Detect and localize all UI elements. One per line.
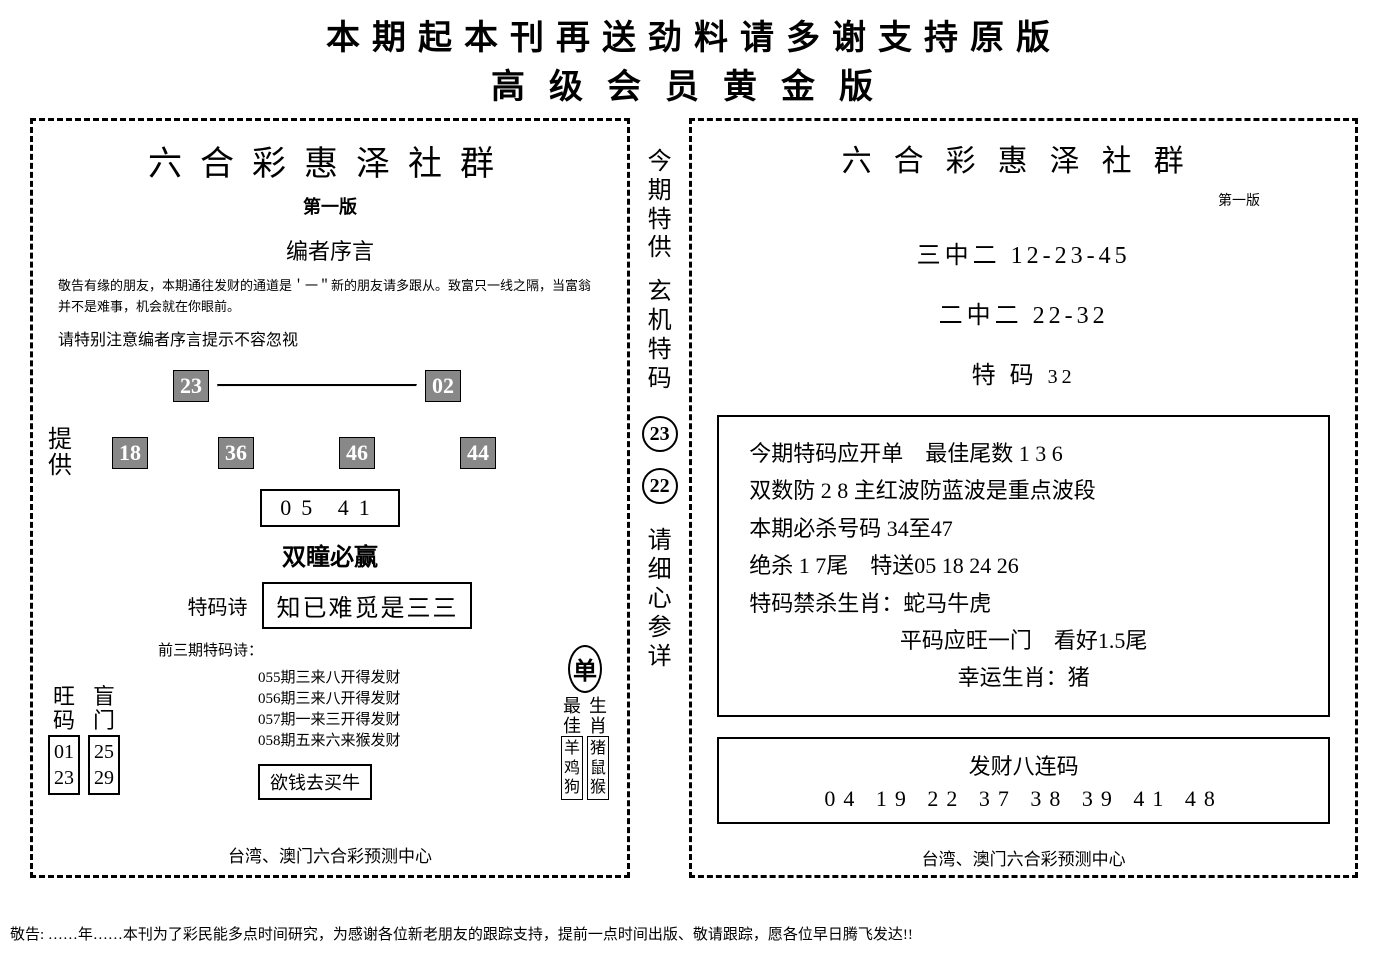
right-line-3: 特 码 32 [707,355,1340,390]
money-box: 欲钱去买牛 [258,764,372,800]
box-line: 特码禁杀生肖：蛇马牛虎 [749,585,1298,622]
right-version-label: 第一版 [707,190,1260,210]
prev-poem-item: 058期五来六来猴发财 [258,731,612,752]
fortune-title: 发财八连码 [739,749,1308,781]
fortune-nums: 04 19 22 37 38 39 41 48 [739,786,1308,812]
strip-text-1: 今期特供 [648,148,672,263]
single-char-circle: 单 [568,645,602,693]
number-row-2: 提供 18 36 46 44 [48,427,612,480]
right-info-box: 今期特码应开单 最佳尾数 1 3 6 双数防 2 8 主红波防蓝波是重点波段 本… [717,415,1330,717]
left-version-label: 第一版 [48,193,612,219]
right-panel: 六合彩惠泽社群 第一版 三中二 12-23-45 二中二 22-32 特 码 3… [689,118,1358,878]
line1-nums: 12-23-45 [1011,243,1131,269]
page-header: 本期起本刊再送劲料请多谢支持原版 高级会员黄金版 [0,0,1388,113]
prev-poems-label: 前三期特码诗： [158,639,612,660]
box-line: 幸运生肖：猪 [749,659,1298,696]
right-bottom-block: 单 最佳 羊 鸡 狗 生肖 猪 鼠 [561,645,609,800]
line2-label: 二中二 [939,303,1023,329]
left-bottom-row: 旺码 01 23 盲门 25 29 [48,685,120,795]
line3-label: 特 码 [972,363,1038,389]
middle-strip: 今期特供 玄机特码 23 22 请细心参详 [640,118,679,878]
wang-num: 01 [54,739,74,765]
poem-label: 特码诗 [187,591,247,620]
header-line-1: 本期起本刊再送劲料请多谢支持原版 [0,10,1388,59]
box-line: 本期必杀号码 34至47 [749,510,1298,547]
preface-title: 编者序言 [48,234,612,266]
num-box: 46 [339,437,375,469]
provide-label: 提供 [48,427,72,480]
wang-column: 旺码 01 23 [48,685,80,795]
left-panel-title: 六合彩惠泽社群 [48,136,612,185]
plain-nums-row: 05 41 [48,489,612,527]
num-box: 02 [425,370,461,402]
number-row-1: 23 02 [173,370,612,402]
best-label: 最佳 [563,697,581,737]
fortune-box: 发财八连码 04 19 22 37 38 39 41 48 [717,737,1330,824]
right-line-2: 二中二 22-32 [707,295,1340,330]
wang-num: 23 [54,765,74,791]
connector-line [217,384,417,387]
num-box: 36 [218,437,254,469]
header-line-2: 高级会员黄金版 [0,59,1388,108]
prev-poem-item: 056期三来八开得发财 [258,689,612,710]
line1-label: 三中二 [917,243,1001,269]
prev-poems-list: 055期三来八开得发财 056期三来八开得发财 057期一来三开得发财 058期… [258,668,612,752]
plain-nums-box: 05 41 [260,489,400,527]
right-panel-title: 六合彩惠泽社群 [707,136,1340,180]
right-line-1: 三中二 12-23-45 [707,235,1340,270]
prev-poem-item: 055期三来八开得发财 [258,668,612,689]
box-line: 双数防 2 8 主红波防蓝波是重点波段 [749,472,1298,509]
num-box: 23 [173,370,209,402]
zodiac-box-2: 猪 鼠 猴 [587,736,609,800]
prev-poem-item: 057期一来三开得发财 [258,710,612,731]
box-line: 今期特码应开单 最佳尾数 1 3 6 [749,435,1298,472]
bottom-text: 敬告: ……年……本刊为了彩民能多点时间研究，为感谢各位新老朋友的跟踪支持，提前… [10,923,1378,944]
strip-text-2: 玄机特码 [648,278,672,393]
strip-circle-2: 22 [642,468,678,504]
wang-label: 旺码 [53,685,75,733]
box-line: 绝杀 1 7尾 特送05 18 24 26 [749,547,1298,584]
line2-nums: 22-32 [1033,303,1109,329]
preface-note: 请特别注意编者序言提示不容忽视 [58,326,602,350]
right-footer: 台湾、澳门六合彩预测中心 [692,845,1355,870]
blind-label: 盲门 [93,685,115,733]
num-box: 18 [112,437,148,469]
blind-nums-box: 25 29 [88,735,120,795]
poem-row: 特码诗 知已难觅是三三 [48,582,612,629]
single-col: 单 最佳 羊 鸡 狗 生肖 猪 鼠 [561,645,609,800]
box-line: 平码应旺一门 看好1.5尾 [749,622,1298,659]
motto-text: 双瞳必赢 [48,537,612,572]
panels-container: 六合彩惠泽社群 第一版 编者序言 敬告有缘的朋友，本期通往发财的通道是＇一＂新的… [0,113,1388,883]
zodiac-label: 生肖 [589,697,607,737]
blind-num: 25 [94,739,114,765]
left-panel: 六合彩惠泽社群 第一版 编者序言 敬告有缘的朋友，本期通往发财的通道是＇一＂新的… [30,118,630,878]
num-box: 44 [460,437,496,469]
left-footer: 台湾、澳门六合彩预测中心 [33,842,627,867]
wang-nums-box: 01 23 [48,735,80,795]
strip-circle-1: 23 [642,416,678,452]
strip-text-3: 请细心参详 [648,527,672,671]
poem-box: 知已难觅是三三 [262,582,472,629]
blind-num: 29 [94,765,114,791]
zodiac-box-1: 羊 鸡 狗 [561,736,583,800]
line3-nums: 32 [1048,366,1076,388]
preface-text: 敬告有缘的朋友，本期通往发财的通道是＇一＂新的朋友请多跟从。致富只一线之隔，当富… [58,276,602,318]
blind-column: 盲门 25 29 [88,685,120,795]
